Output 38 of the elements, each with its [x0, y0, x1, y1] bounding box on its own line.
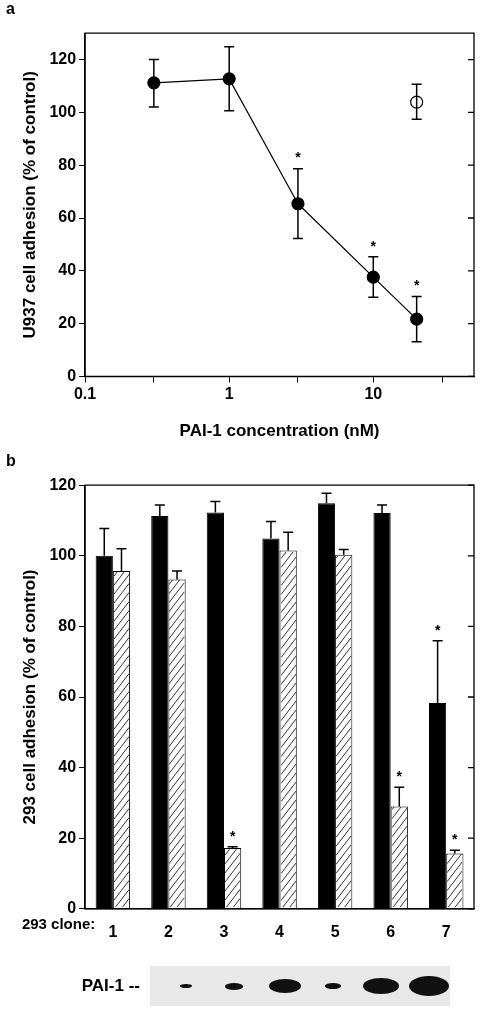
y-tick-label: 20 — [58, 314, 77, 332]
x-tick-label: 1 — [108, 922, 118, 940]
x-tick-label: 2 — [163, 922, 173, 940]
y-tick-label: 80 — [58, 155, 77, 173]
x-tick-label: 0.1 — [73, 385, 97, 403]
y-axis-title: U937 cell adhesion (% of control) — [19, 71, 39, 339]
annotation: * — [295, 149, 302, 166]
annotation: * — [370, 237, 377, 254]
y-tick-label: 20 — [58, 828, 77, 846]
annotation: * — [229, 827, 236, 844]
chart-title: b — [6, 452, 16, 470]
y-tick-label: 80 — [58, 616, 77, 634]
annotation: * — [396, 768, 403, 785]
y-tick-label: 120 — [49, 50, 77, 68]
y-tick-label: 60 — [58, 208, 77, 226]
x-tick-label: 3 — [219, 922, 229, 940]
x-tick-label: 6 — [386, 922, 396, 940]
annotation: * — [413, 277, 420, 294]
y-axis-title: 293 cell adhesion (% of control) — [19, 569, 39, 825]
x-tick-label: 10 — [364, 385, 383, 403]
y-tick-label: 120 — [49, 475, 77, 493]
x-tick-label: 1 — [224, 385, 234, 403]
y-tick-label: 40 — [58, 261, 77, 279]
annotation: * — [452, 831, 459, 848]
text: PAI-1 -- — [80, 976, 141, 996]
x-tick-label: 7 — [441, 922, 451, 940]
y-tick-label: 0 — [67, 366, 77, 384]
y-tick-label: 40 — [58, 758, 77, 776]
y-tick-label: 100 — [49, 102, 77, 120]
x-axis-title: PAI-1 concentration (nM) — [179, 421, 380, 441]
x-tick-label: 4 — [275, 922, 285, 940]
x-axis-title: 293 clone: — [21, 914, 96, 932]
x-tick-label: 5 — [330, 922, 340, 940]
y-tick-label: 60 — [58, 687, 77, 705]
y-tick-label: 0 — [67, 899, 77, 917]
chart-title: a — [6, 0, 15, 18]
annotation: * — [434, 621, 441, 638]
y-tick-label: 100 — [49, 546, 77, 564]
